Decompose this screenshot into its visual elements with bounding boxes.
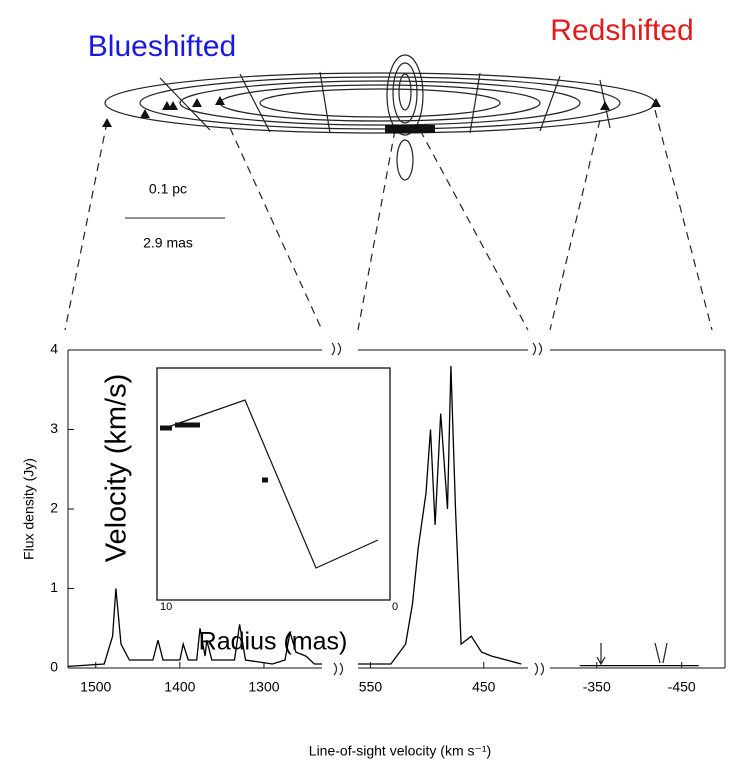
inset-points — [160, 422, 268, 483]
inset-x-right: 0 — [392, 601, 398, 613]
maser-spots — [102, 96, 661, 127]
spectrum-line — [67, 588, 322, 668]
inset-curve — [164, 399, 379, 569]
x-tick-label: 550 — [359, 679, 383, 695]
axis-breaks — [331, 342, 668, 676]
disk — [64, 54, 713, 331]
inset-frame — [156, 367, 391, 601]
inset-x-label: Radius (mas) — [199, 628, 348, 656]
y-tick-label: 2 — [50, 500, 58, 516]
inset-y-label: Velocity (km/s) — [101, 374, 133, 563]
blueshifted-label: Blueshifted — [88, 30, 236, 63]
x-tick-label: 1400 — [164, 679, 195, 695]
y-tick-label: 3 — [50, 420, 58, 436]
x-tick-label: -350 — [583, 679, 611, 695]
y-tick-label: 1 — [50, 579, 58, 595]
inset-x-left: 10 — [160, 601, 172, 613]
spectrum: 0 1 2 3 4 1500 1400 1300 Flux density (Jy) 550 450… — [21, 341, 726, 759]
x-axis-label: Line-of-sight velocity (km s⁻¹) — [309, 743, 491, 759]
scale-pc: 0.1 pc — [149, 181, 187, 197]
scale-mas: 2.9 mas — [143, 235, 193, 251]
redshifted-label: Redshifted — [550, 14, 693, 47]
y-axis-label: Flux density (Jy) — [21, 458, 37, 560]
spectrum-line — [358, 365, 522, 665]
x-tick-label: -450 — [668, 679, 696, 695]
x-tick-label: 1500 — [80, 679, 111, 695]
y-tick-label: 0 — [50, 659, 58, 675]
x-tick-label: 1300 — [248, 679, 279, 695]
x-tick-label: 450 — [472, 679, 496, 695]
core-spots — [385, 125, 435, 133]
y-tick-label: 4 — [50, 341, 58, 357]
